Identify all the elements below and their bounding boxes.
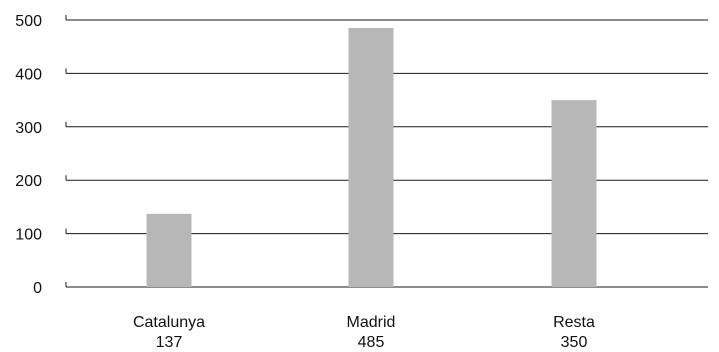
y-tick-label-500: 500 [15, 13, 42, 30]
data-label-resta: 350 [561, 334, 588, 351]
data-label-catalunya: 137 [156, 334, 183, 351]
y-tick-label-0: 0 [33, 280, 42, 297]
bars [146, 28, 597, 287]
y-tick-label-200: 200 [15, 173, 42, 190]
y-axis-tick-labels: 0 100 200 300 400 500 [15, 13, 42, 297]
y-tick-label-300: 300 [15, 120, 42, 137]
category-label-resta: Resta [553, 314, 595, 331]
category-label-catalunya: Catalunya [133, 314, 205, 331]
y-tick-label-400: 400 [15, 66, 42, 83]
bar-catalunya [146, 213, 192, 287]
y-tick-label-100: 100 [15, 227, 42, 244]
category-label-madrid: Madrid [347, 314, 396, 331]
bar-resta [551, 100, 597, 287]
bar-madrid [348, 28, 394, 287]
x-axis-category-labels: Catalunya 137 Madrid 485 Resta 350 [133, 314, 595, 351]
data-label-madrid: 485 [358, 334, 385, 351]
